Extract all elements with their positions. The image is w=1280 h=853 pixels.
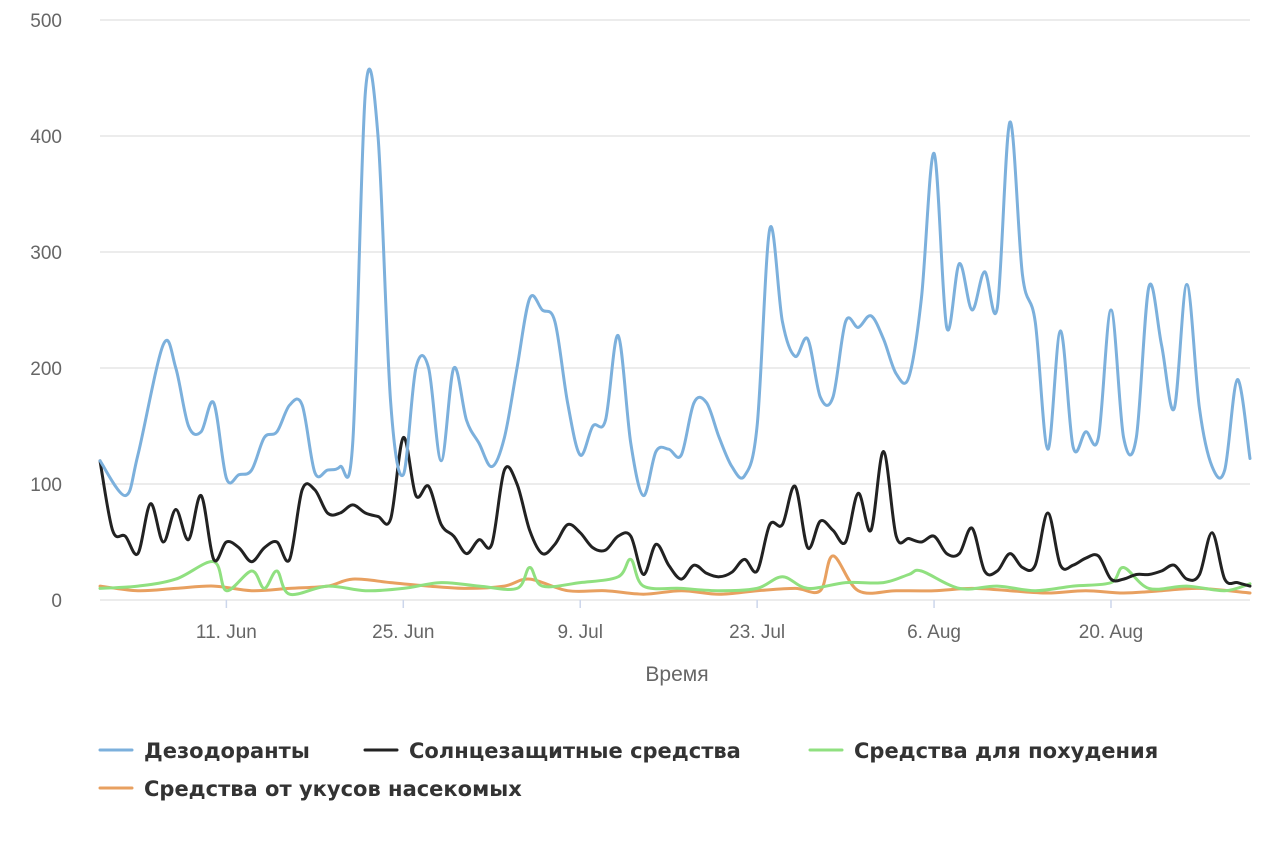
- series-line-3: [98, 557, 1252, 597]
- legend-item[interactable]: Дезодоранты: [98, 739, 310, 763]
- series-line-2: [98, 436, 1252, 588]
- x-tick-label: 6. Aug: [907, 622, 961, 643]
- series-line-1: [98, 67, 1252, 498]
- y-axis-ticks: 0 100 200 300 400 500: [30, 11, 62, 612]
- x-tick-label: 11. Jun: [196, 622, 257, 643]
- x-tick-label: 23. Jul: [729, 622, 785, 643]
- legend-item[interactable]: Средства для похудения: [808, 739, 1158, 763]
- grid-lines: [100, 19, 1250, 601]
- y-tick-label: 400: [30, 127, 62, 148]
- legend-label: Солнцезащитные средства: [409, 739, 741, 763]
- legend-item[interactable]: Солнцезащитные средства: [363, 739, 741, 763]
- legend-label: Дезодоранты: [144, 739, 310, 763]
- y-tick-label: 300: [30, 243, 62, 264]
- x-tick-label: 9. Jul: [558, 622, 603, 643]
- y-tick-label: 100: [30, 475, 62, 496]
- series-line-4: [98, 554, 1252, 596]
- x-axis-ticks: 11. Jun 25. Jun 9. Jul 23. Jul 6. Aug 20. Aug: [196, 600, 1143, 643]
- x-tick-label: 25. Jun: [372, 622, 434, 643]
- y-tick-label: 0: [51, 591, 62, 612]
- x-tick-label: 20. Aug: [1079, 622, 1143, 643]
- y-tick-label: 200: [30, 359, 62, 380]
- legend: Дезодоранты Солнцезащитные средства Средст…: [98, 739, 1158, 801]
- legend-label: Средства для похудения: [854, 739, 1158, 763]
- series-lines: [98, 67, 1252, 597]
- y-tick-label: 500: [30, 11, 62, 32]
- legend-label: Средства от укусов насекомых: [144, 777, 522, 801]
- legend-item[interactable]: Средства от укусов насекомых: [98, 777, 522, 801]
- x-axis-title: Время: [645, 663, 708, 686]
